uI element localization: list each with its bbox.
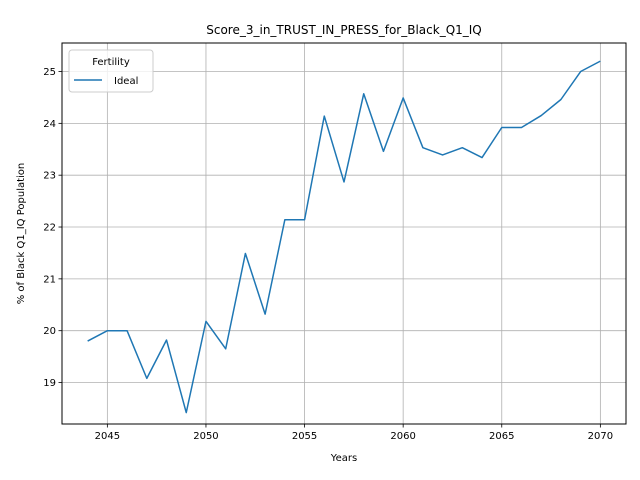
x-tick-label: 2070 [588,431,613,442]
x-tick-label: 2045 [95,431,120,442]
y-tick-label: 24 [43,119,56,130]
x-tick-label: 2065 [489,431,514,442]
y-tick-label: 19 [43,378,56,389]
x-tick-label: 2060 [390,431,415,442]
legend-label-ideal: Ideal [114,76,138,87]
x-tick-label: 2055 [292,431,317,442]
chart-title: Score_3_in_TRUST_IN_PRESS_for_Black_Q1_I… [206,23,482,37]
y-tick-label: 21 [43,274,56,285]
y-axis-ticks: 19 20 21 22 23 24 25 [43,67,62,389]
grid-lines [62,43,626,424]
legend: Fertility Ideal [68,49,154,93]
y-tick-label: 22 [43,223,56,234]
series-line-ideal [87,60,601,414]
plot-frame [61,42,627,425]
series-layer [87,60,601,414]
y-tick-label: 20 [43,326,56,337]
x-axis-ticks: 2045 2050 2055 2060 2065 2070 [95,424,613,442]
y-tick-label: 23 [43,171,56,182]
legend-title: Fertility [92,57,130,68]
legend-box [68,49,154,93]
y-tick-label: 25 [43,67,56,78]
x-axis-label: Years [330,453,357,464]
x-tick-label: 2050 [193,431,218,442]
y-axis-label: % of Black Q1_IQ Population [16,163,27,305]
